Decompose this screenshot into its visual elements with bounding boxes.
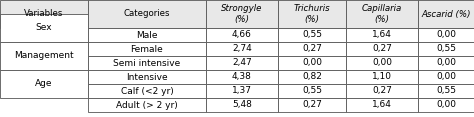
Text: 0,27: 0,27 (302, 44, 322, 53)
Text: 0,00: 0,00 (302, 58, 322, 68)
Bar (278, 56, 346, 70)
Bar (0, 14, 88, 42)
Bar (418, 84, 474, 98)
Text: 0,55: 0,55 (436, 86, 456, 95)
Text: Variables: Variables (24, 9, 64, 18)
Text: 1,64: 1,64 (372, 101, 392, 110)
Text: 5,48: 5,48 (232, 101, 252, 110)
Bar (418, 98, 474, 112)
Text: Male: Male (136, 31, 158, 40)
Text: 0,27: 0,27 (372, 86, 392, 95)
Text: Categories: Categories (124, 9, 170, 18)
Text: 0,82: 0,82 (302, 73, 322, 82)
Bar (278, 70, 346, 84)
Text: 4,38: 4,38 (232, 73, 252, 82)
Text: 0,00: 0,00 (372, 58, 392, 68)
Text: 4,66: 4,66 (232, 31, 252, 40)
Bar (206, 56, 278, 70)
Text: Age: Age (35, 79, 53, 88)
Text: 0,00: 0,00 (436, 101, 456, 110)
Text: 2,47: 2,47 (232, 58, 252, 68)
Bar (418, 56, 474, 70)
Bar (206, 28, 278, 42)
Text: 0,55: 0,55 (302, 31, 322, 40)
Bar (278, 84, 346, 98)
Bar (88, 56, 206, 70)
Text: 0,55: 0,55 (302, 86, 322, 95)
Bar (206, 42, 278, 56)
Text: Semi intensive: Semi intensive (113, 58, 181, 68)
Bar (346, 98, 418, 112)
Text: Female: Female (131, 44, 164, 53)
Bar (206, 0, 278, 28)
Bar (0, 42, 88, 70)
Bar (346, 56, 418, 70)
Bar (206, 98, 278, 112)
Bar (278, 0, 346, 28)
Bar (0, 70, 88, 98)
Bar (88, 84, 206, 98)
Bar (278, 98, 346, 112)
Bar (88, 42, 206, 56)
Bar (88, 0, 206, 28)
Text: 0,55: 0,55 (436, 44, 456, 53)
Text: Capillaria
(%): Capillaria (%) (362, 4, 402, 24)
Bar (206, 84, 278, 98)
Bar (346, 84, 418, 98)
Text: 0,00: 0,00 (436, 58, 456, 68)
Bar (88, 98, 206, 112)
Text: 0,00: 0,00 (436, 31, 456, 40)
Bar (418, 70, 474, 84)
Text: 1,64: 1,64 (372, 31, 392, 40)
Bar (418, 28, 474, 42)
Bar (278, 28, 346, 42)
Text: 0,00: 0,00 (436, 73, 456, 82)
Text: 1,37: 1,37 (232, 86, 252, 95)
Bar (346, 0, 418, 28)
Bar (88, 70, 206, 84)
Bar (88, 28, 206, 42)
Bar (346, 28, 418, 42)
Text: Intensive: Intensive (126, 73, 168, 82)
Text: 0,27: 0,27 (302, 101, 322, 110)
Bar (206, 70, 278, 84)
Text: Strongyle
(%): Strongyle (%) (221, 4, 263, 24)
Text: 0,27: 0,27 (372, 44, 392, 53)
Text: Trichuris
(%): Trichuris (%) (294, 4, 330, 24)
Text: Management: Management (14, 51, 74, 60)
Bar (418, 0, 474, 28)
Bar (278, 42, 346, 56)
Text: 2,74: 2,74 (232, 44, 252, 53)
Text: Calf (<2 yr): Calf (<2 yr) (120, 86, 173, 95)
Bar (0, 0, 88, 28)
Bar (346, 42, 418, 56)
Text: Ascarid (%): Ascarid (%) (421, 9, 471, 18)
Text: Adult (> 2 yr): Adult (> 2 yr) (116, 101, 178, 110)
Text: Sex: Sex (36, 24, 52, 33)
Bar (418, 42, 474, 56)
Bar (346, 70, 418, 84)
Text: 1,10: 1,10 (372, 73, 392, 82)
